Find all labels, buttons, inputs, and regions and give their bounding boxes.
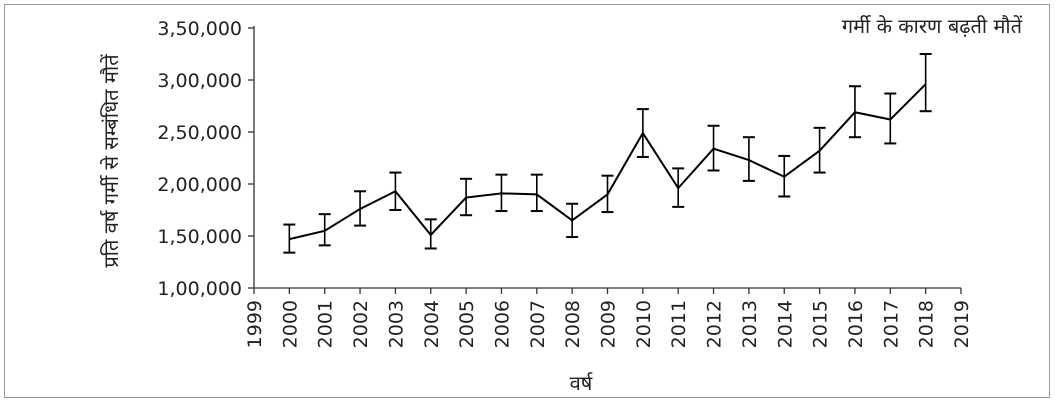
x-tick-label: 2015: [810, 300, 832, 348]
x-tick-label: 2018: [916, 300, 938, 348]
x-tick-label: 1999: [244, 300, 266, 348]
x-tick-label: 2006: [491, 300, 513, 348]
x-tick-label: 2016: [845, 300, 867, 348]
series-line: [289, 83, 927, 241]
chart-frame: [4, 4, 1050, 398]
y-axis-label: प्रति वर्ष गर्मी से सम्बंधित मौतें: [99, 54, 123, 268]
x-tick-label: 2012: [704, 300, 726, 348]
x-tick-label: 2011: [668, 300, 690, 348]
x-tick-label: 2005: [456, 300, 478, 348]
error-bar: [530, 173, 543, 213]
x-tick-label: 2001: [315, 300, 337, 348]
x-tick-label: 2009: [598, 300, 620, 348]
y-tick-label: 1,00,000: [157, 278, 242, 300]
y-tick-label: 3,00,000: [157, 70, 242, 92]
x-tick-label: 2003: [385, 300, 407, 348]
x-tick-label: 2002: [350, 300, 372, 348]
x-tick-label: 2019: [951, 300, 973, 348]
y-tick-label: 2,50,000: [157, 122, 242, 144]
x-tick-label: 2007: [527, 300, 549, 348]
error-bar: [919, 53, 932, 113]
x-tick-label: 2014: [774, 300, 796, 348]
y-tick-label: 1,50,000: [157, 226, 242, 248]
chart-title: गर्मी के कारण बढ़ती मौतें: [842, 14, 1023, 38]
x-axis-label: वर्ष: [570, 371, 594, 395]
x-tick-label: 2000: [279, 300, 301, 348]
ticks: 1,00,000 1,50,000 2,00,000 2,50,000 3,00,000…: [157, 18, 973, 348]
error-bars: [283, 53, 932, 254]
x-tick-label: 2017: [880, 300, 902, 348]
x-tick-label: 2013: [739, 300, 761, 348]
y-tick-label: 3,50,000: [157, 18, 242, 40]
x-tick-label: 2004: [421, 300, 443, 348]
axes: [253, 26, 961, 289]
y-tick-label: 2,00,000: [157, 174, 242, 196]
x-tick-label: 2010: [633, 300, 655, 348]
x-tick-label: 2008: [562, 300, 584, 348]
